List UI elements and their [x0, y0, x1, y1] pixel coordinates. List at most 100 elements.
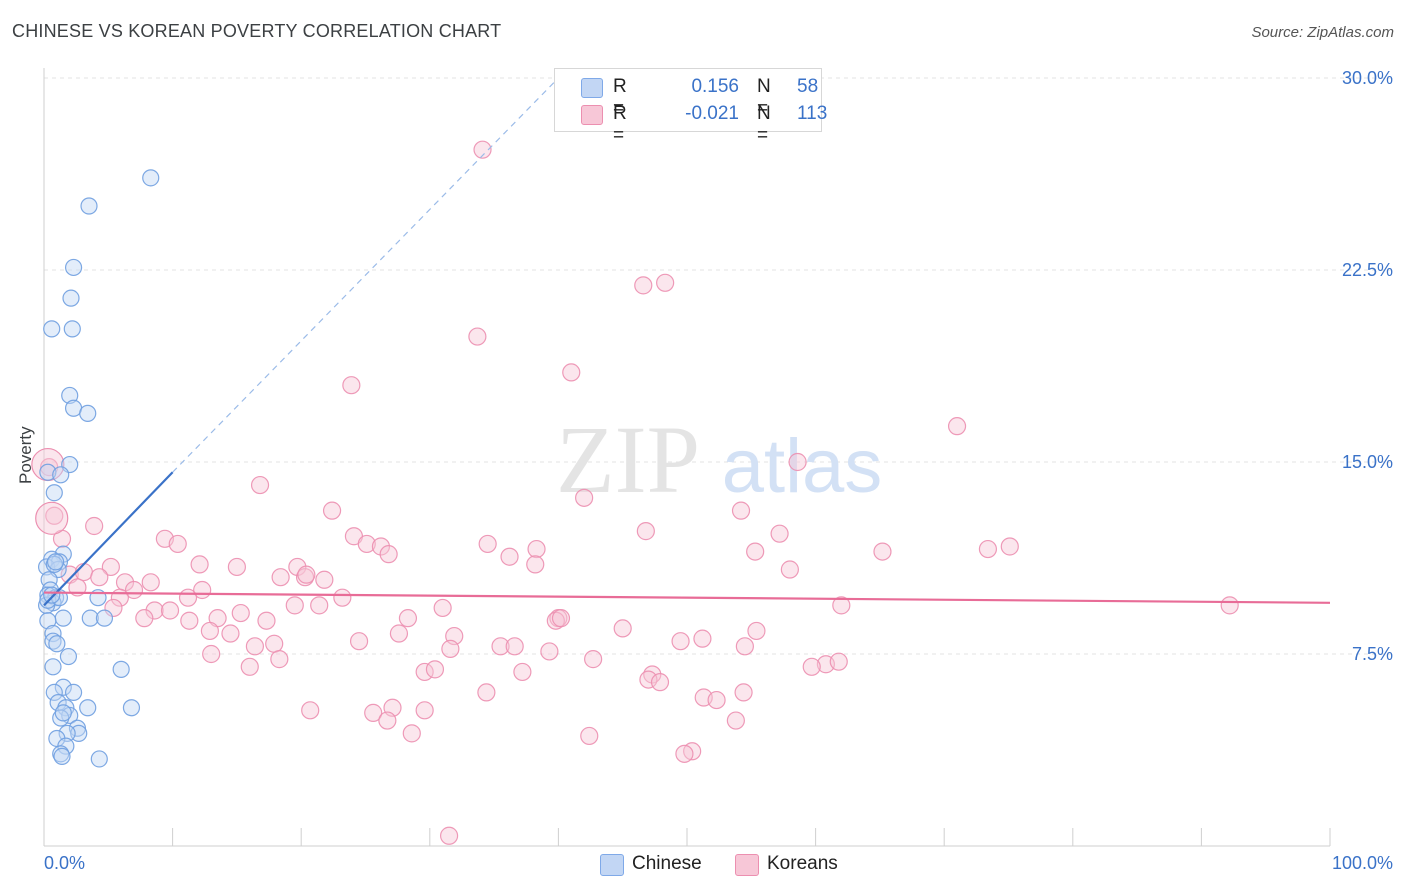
data-point [562, 363, 581, 382]
legend: R = 0.156 N = 58 R = -0.021 N = 113 [554, 68, 827, 146]
data-point [265, 634, 284, 653]
data-point [371, 537, 391, 556]
data-point [473, 140, 492, 159]
watermark-zip: ZIP [556, 406, 700, 513]
data-point [178, 588, 198, 607]
data-point [731, 501, 751, 520]
data-point [141, 573, 160, 592]
data-point [135, 609, 154, 628]
data-point [54, 704, 72, 722]
data-point [122, 699, 141, 717]
data-point [613, 619, 632, 638]
data-point [43, 586, 61, 604]
trend-line-chinese-extension [172, 77, 559, 473]
source-label: Source: ZipAtlas.com [1251, 24, 1394, 41]
data-point [90, 568, 109, 587]
watermark: ZIP atlas [556, 406, 882, 513]
data-point [357, 534, 376, 554]
data-point [770, 524, 789, 543]
data-point [221, 624, 240, 643]
data-point [735, 637, 754, 656]
data-point [707, 690, 726, 710]
data-point [415, 701, 434, 720]
data-point [439, 826, 459, 845]
data-point [79, 699, 97, 717]
data-point [90, 750, 108, 768]
data-point [584, 650, 603, 669]
bottom-legend-swatch-chinese [600, 854, 624, 876]
data-point [379, 545, 398, 564]
data-point [477, 683, 496, 702]
data-point [634, 276, 653, 295]
data-point [58, 724, 76, 742]
data-point [61, 386, 79, 405]
data-point [301, 701, 320, 720]
y-tick-label: 30.0% [1342, 68, 1393, 88]
data-point [1220, 596, 1239, 615]
data-point [441, 639, 460, 658]
data-point [540, 642, 559, 661]
data-point [64, 683, 83, 702]
data-point [45, 683, 63, 702]
data-point [160, 601, 180, 620]
data-point [378, 711, 397, 730]
axes [43, 68, 1331, 847]
legend-n-label: N = [757, 103, 771, 146]
data-point [468, 327, 487, 346]
legend-n-value: 113 [797, 103, 828, 124]
bottom-legend-label-chinese: Chinese [632, 853, 702, 874]
data-point [43, 320, 61, 338]
data-point [142, 169, 160, 187]
y-tick-label: 15.0% [1342, 452, 1393, 472]
data-point [478, 534, 497, 554]
data-point [342, 376, 361, 395]
data-point [180, 611, 199, 630]
data-point [349, 632, 369, 651]
data-point [832, 596, 851, 615]
data-point [39, 612, 57, 630]
data-point [45, 484, 63, 502]
data-point [636, 522, 655, 541]
watermark-atlas: atlas [722, 424, 883, 509]
data-point [45, 506, 64, 525]
data-point [726, 711, 745, 730]
data-point [59, 647, 78, 666]
data-point [79, 404, 97, 422]
data-point [734, 683, 753, 702]
data-point [389, 624, 409, 643]
data-point [693, 629, 712, 648]
legend-r-label: R = [613, 76, 627, 119]
data-point [112, 660, 130, 678]
data-point [829, 652, 848, 671]
data-point [297, 565, 316, 584]
data-point [85, 516, 104, 536]
x-tick-label: 0.0% [44, 853, 85, 873]
data-point [978, 539, 998, 559]
data-point [527, 539, 546, 559]
data-point [650, 673, 670, 692]
data-point [257, 611, 276, 630]
data-point [315, 570, 334, 589]
tick-labels: 7.5% 15.0% 22.5% 30.0% 0.0% 100.0% [44, 68, 1393, 873]
data-point [526, 555, 545, 574]
data-point [52, 466, 70, 484]
data-point [285, 596, 304, 615]
data-point [546, 611, 565, 630]
data-point [398, 609, 418, 628]
data-point [39, 463, 57, 481]
data-point [68, 578, 87, 597]
data-point [656, 273, 675, 292]
data-point [802, 657, 821, 676]
legend-swatch-koreans [581, 105, 603, 125]
legend-n-label: N = [757, 76, 771, 119]
data-point [491, 637, 510, 656]
gridlines [44, 77, 1393, 655]
y-tick-label: 7.5% [1352, 644, 1393, 664]
data-point [62, 289, 80, 307]
data-point [101, 557, 120, 577]
data-point [747, 621, 766, 641]
data-point [433, 598, 452, 618]
data-point [250, 475, 270, 495]
data-point [322, 501, 342, 520]
data-point [227, 557, 246, 577]
